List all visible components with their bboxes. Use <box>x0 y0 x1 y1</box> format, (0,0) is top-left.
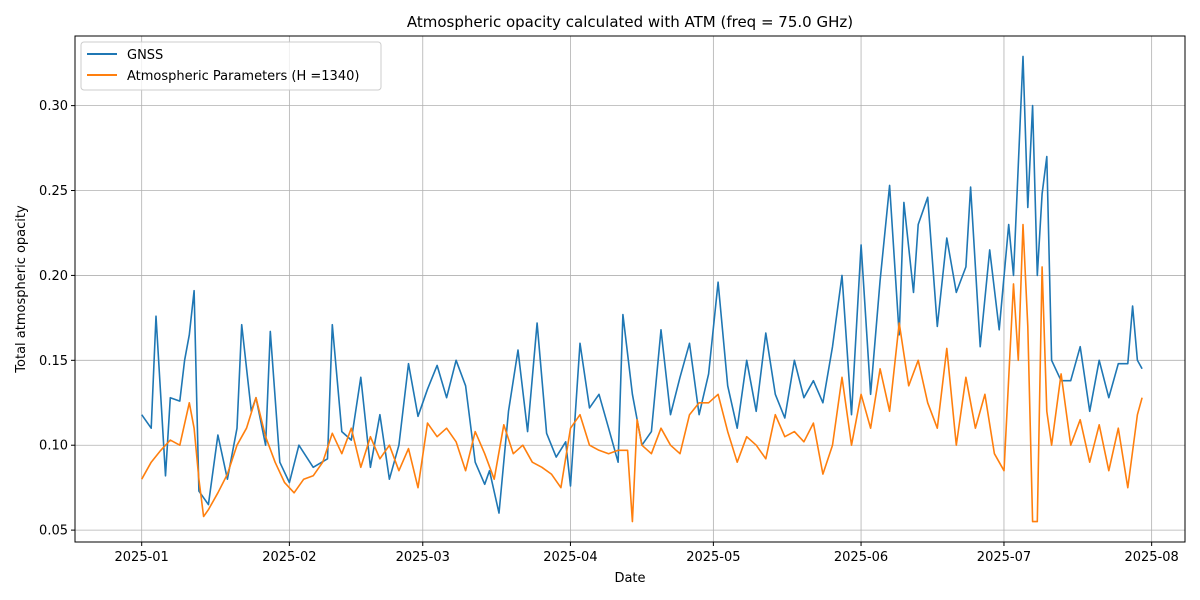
x-tick-label: 2025-05 <box>686 550 740 565</box>
x-axis-label: Date <box>614 571 645 586</box>
y-tick-label: 0.05 <box>39 524 68 539</box>
series-line-atmospheric-parameters-h-1340 <box>141 223 1143 523</box>
legend-box <box>80 41 382 91</box>
legend: GNSS Atmospheric Parameters (H =1340) <box>80 41 382 91</box>
y-tick-label: 0.15 <box>39 354 68 369</box>
x-tick-label: 2025-06 <box>834 550 888 565</box>
x-tick-label: 2025-01 <box>115 550 169 565</box>
x-axis: 2025-01 2025-02 2025-03 2025-04 2025-05 2025-… <box>115 542 1179 565</box>
y-tick-label: 0.25 <box>39 184 68 199</box>
series-layer <box>141 55 1143 523</box>
legend-label-atmospheric-parameters: Atmospheric Parameters (H =1340) <box>127 69 359 84</box>
y-axis: 0.05 0.10 0.15 0.20 0.25 0.30 <box>39 99 75 539</box>
y-tick-label: 0.20 <box>39 269 68 284</box>
chart-title: Atmospheric opacity calculated with ATM … <box>407 13 853 31</box>
legend-label-gnss: GNSS <box>127 48 163 63</box>
grid <box>75 36 1185 542</box>
y-tick-label: 0.30 <box>39 99 68 114</box>
x-tick-label: 2025-02 <box>262 550 316 565</box>
plot-frame <box>74 35 1186 543</box>
x-tick-label: 2025-04 <box>543 550 597 565</box>
series-line-gnss <box>141 55 1143 514</box>
x-tick-label: 2025-03 <box>396 550 450 565</box>
x-tick-label: 2025-08 <box>1124 550 1178 565</box>
y-axis-label: Total atmospheric opacity <box>14 205 29 374</box>
x-tick-label: 2025-07 <box>977 550 1031 565</box>
y-tick-label: 0.10 <box>39 439 68 454</box>
